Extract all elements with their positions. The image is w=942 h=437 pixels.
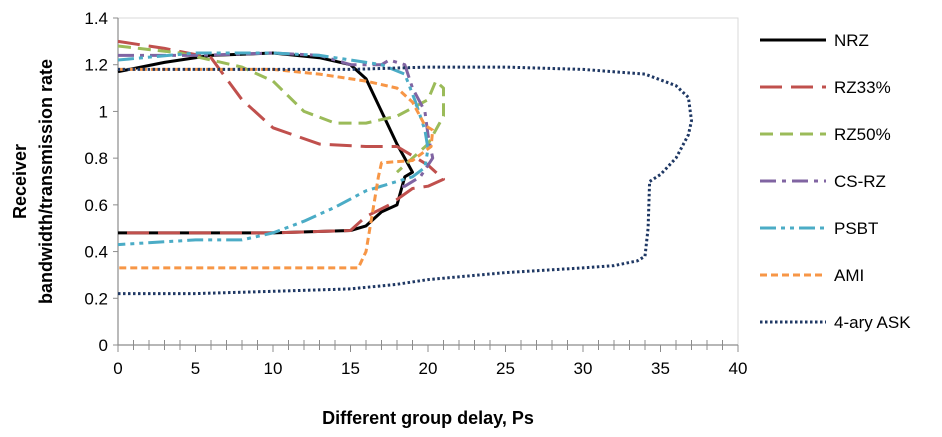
axes: 0 0.2 0.4 0.6 0.8 1 1.2 1.4 0 5 10 15 20 25 30 35 40 <box>84 9 747 378</box>
x-tick-label: 10 <box>264 359 283 378</box>
legend-label: RZ33% <box>834 78 891 97</box>
y-tick-label: 0.6 <box>84 196 108 215</box>
x-tick-label: 40 <box>729 359 748 378</box>
y-tick-label: 1 <box>99 102 108 121</box>
y-axis-title-line-1: Receiver <box>10 144 30 219</box>
y-tick-label: 0.8 <box>84 149 108 168</box>
x-tick-label: 30 <box>574 359 593 378</box>
y-tick-label: 0.4 <box>84 243 108 262</box>
x-tick-label: 0 <box>113 359 122 378</box>
legend: NRZ RZ33% RZ50% CS-RZ PSBT AMI 4-ary ASK <box>760 31 911 332</box>
x-tick-label: 15 <box>341 359 360 378</box>
series-line-3 <box>117 44 445 174</box>
series-line-2 <box>117 39 445 235</box>
y-axis-title-line-2: bandwidth/transmission rate <box>36 59 56 304</box>
series-line-7 <box>118 65 693 296</box>
y-tick-label: 0 <box>99 336 108 355</box>
series-line-5 <box>117 51 430 247</box>
legend-label: AMI <box>834 266 864 285</box>
x-tick-label: 20 <box>419 359 438 378</box>
legend-label: RZ50% <box>834 125 891 144</box>
series-line-6 <box>118 67 435 270</box>
x-axis-title: Different group delay, Ps <box>322 408 534 428</box>
legend-label: PSBT <box>834 219 878 238</box>
y-tick-label: 1.2 <box>84 56 108 75</box>
legend-label: NRZ <box>834 31 869 50</box>
legend-label: 4-ary ASK <box>834 313 911 332</box>
series-line-1 <box>117 51 414 235</box>
x-tick-label: 35 <box>651 359 670 378</box>
legend-label: CS-RZ <box>834 172 886 191</box>
x-tick-label: 25 <box>496 359 515 378</box>
y-tick-label: 0.2 <box>84 289 108 308</box>
series-layer <box>117 39 693 296</box>
x-tick-label: 5 <box>191 359 200 378</box>
y-tick-label: 1.4 <box>84 9 108 28</box>
